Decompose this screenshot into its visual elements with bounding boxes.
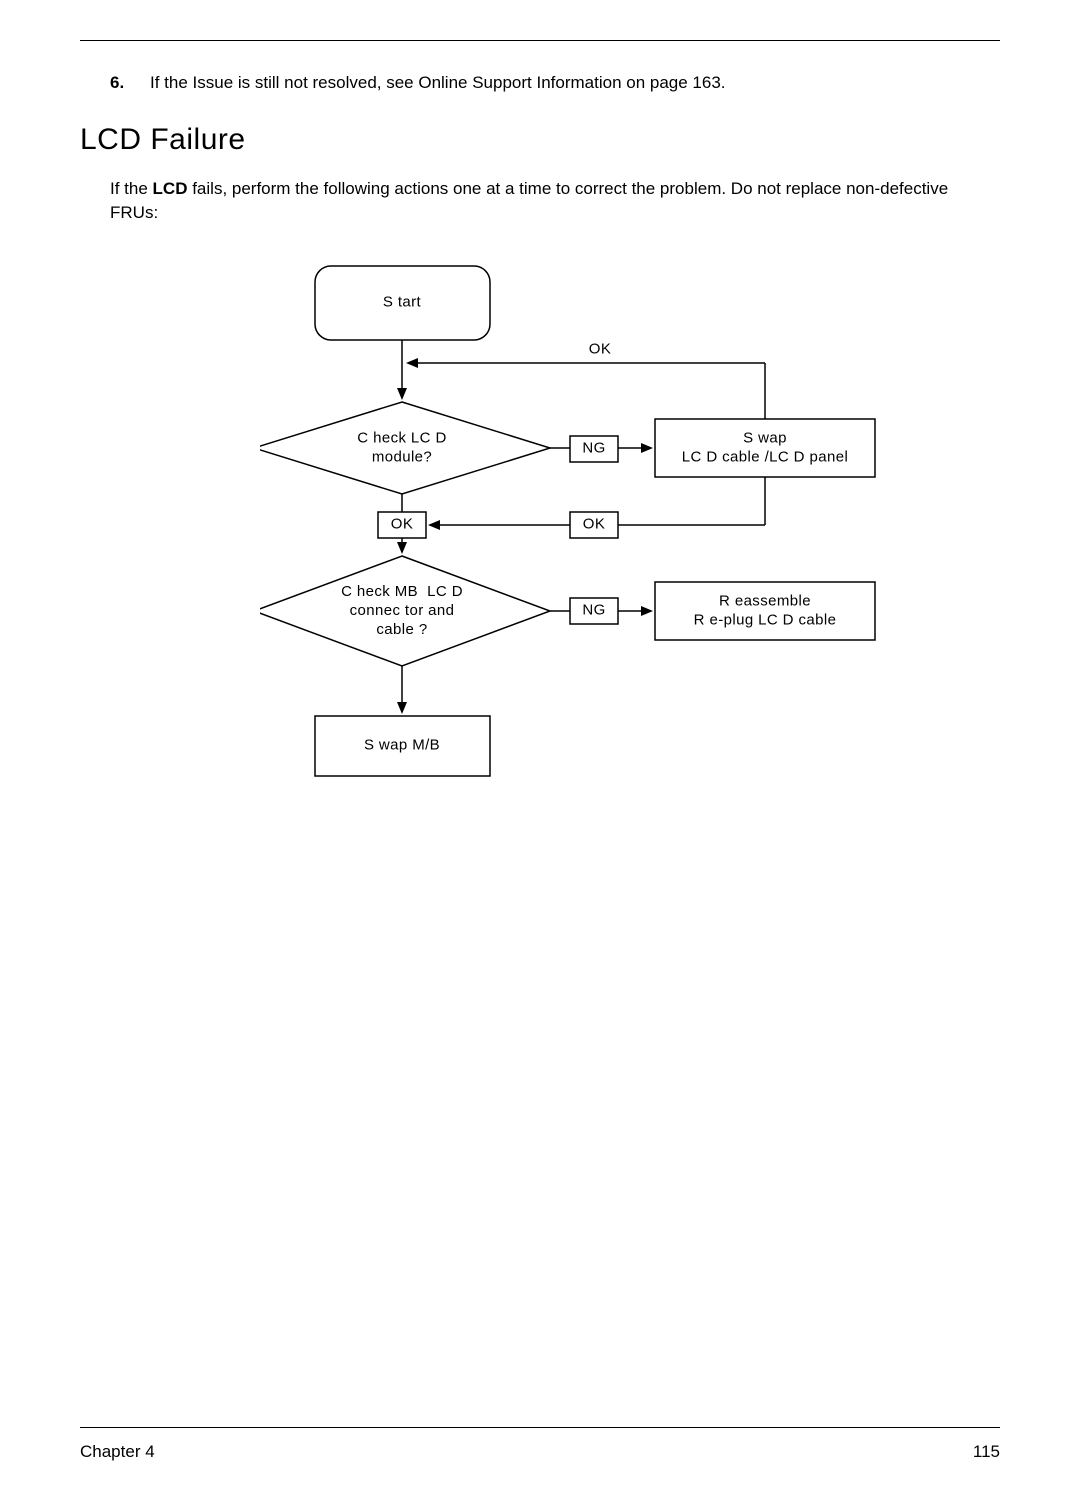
list-text: If the Issue is still not resolved, see … xyxy=(150,71,1000,95)
label-ng2: NG xyxy=(582,602,605,621)
label-ok-top: OK xyxy=(589,341,611,360)
flowchart: S tart C heck LC D module? NG S wap LC D… xyxy=(260,256,960,856)
body-suffix: fails, perform the following actions one… xyxy=(110,179,948,223)
node-check-mb: C heck MB LC D connec tor and cable ? xyxy=(341,583,463,639)
node-reassemble: R eassemble R e-plug LC D cable xyxy=(694,592,837,630)
label-ok-left: OK xyxy=(391,516,413,535)
page-footer: Chapter 4 115 xyxy=(80,1427,1000,1462)
section-heading: LCD Failure xyxy=(80,123,1000,157)
footer-right: 115 xyxy=(973,1442,1000,1462)
body-prefix: If the xyxy=(110,179,153,198)
node-start: S tart xyxy=(383,294,421,313)
body-bold: LCD xyxy=(153,179,188,198)
label-ng1: NG xyxy=(582,440,605,459)
node-swap-cable: S wap LC D cable /LC D panel xyxy=(682,429,848,467)
body-paragraph: If the LCD fails, perform the following … xyxy=(110,177,1000,226)
node-check-lcd: C heck LC D module? xyxy=(357,429,446,467)
bottom-rule xyxy=(80,1427,1000,1428)
list-item-6: 6. If the Issue is still not resolved, s… xyxy=(110,71,1000,95)
node-swap-mb: S wap M/B xyxy=(364,737,440,756)
footer-left: Chapter 4 xyxy=(80,1442,155,1462)
list-number: 6. xyxy=(110,71,150,95)
top-rule xyxy=(80,40,1000,41)
label-ok-right: OK xyxy=(583,516,605,535)
